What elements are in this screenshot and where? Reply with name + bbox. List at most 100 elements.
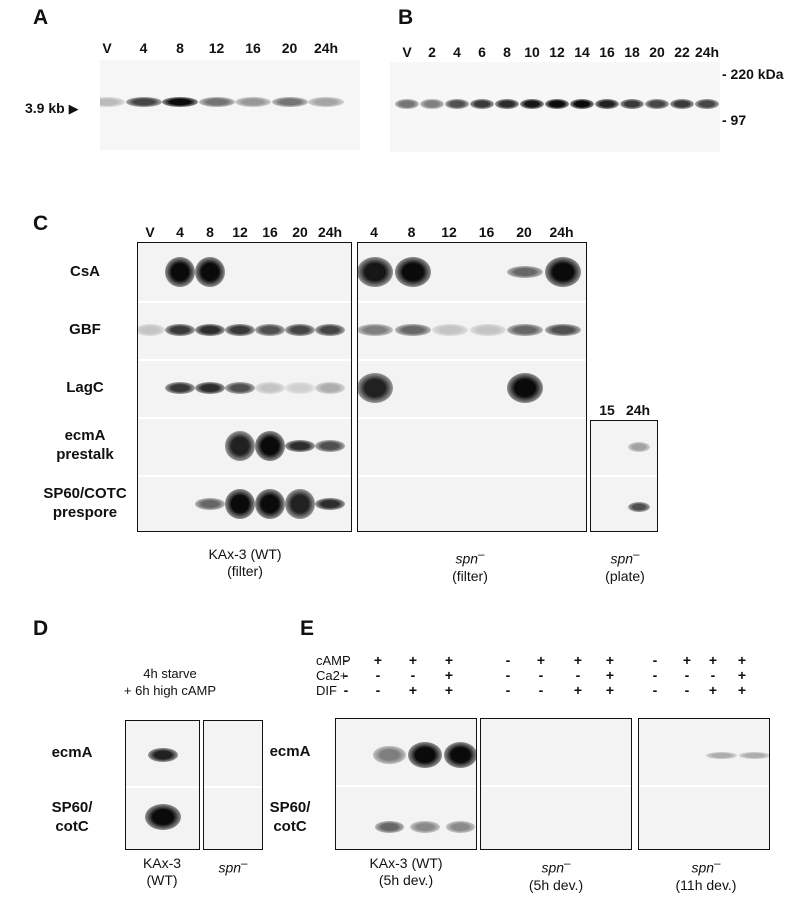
e-sign: - [652, 652, 658, 668]
c-wt-band [225, 431, 255, 461]
c-row-label-line: prespore [52, 504, 118, 521]
e-condition-label: cAMP [316, 653, 351, 668]
a-band [198, 97, 235, 107]
caption-c-spn-plate: spn– (plate) [605, 548, 645, 584]
size-marker-3-9kb: 3.9 kb ▶ [25, 100, 79, 116]
a-band [100, 97, 125, 107]
a-lane-label: 8 [176, 40, 184, 56]
e-ecma-band [706, 751, 737, 759]
b-lane-label: 2 [428, 44, 436, 60]
c-plate-band [628, 502, 650, 512]
c-spn-band [358, 373, 393, 403]
e-row-label: ecmA [255, 742, 325, 761]
e-sign: + [605, 667, 615, 683]
c-spn-lane-label: 8 [407, 224, 416, 240]
panel-d-spn-blot [203, 720, 263, 850]
panel-a-northern-blot [100, 60, 360, 150]
e-sign: - [343, 667, 349, 683]
a-band [162, 97, 198, 107]
c-spn-band [469, 324, 506, 336]
c-wt-lane-label: V [145, 224, 155, 240]
a-lane-label: 20 [281, 40, 298, 56]
b-band [470, 99, 494, 109]
c-spn-band [544, 257, 581, 287]
c-plate-strip [591, 475, 657, 531]
e-sign: + [444, 667, 454, 683]
c-wt-lane-label: 24h [317, 224, 343, 240]
e-sign: - [652, 667, 658, 683]
a-lane-label: V [102, 40, 112, 56]
e-sign: - [575, 667, 581, 683]
c-row-label-line: GBF [69, 320, 101, 338]
b-lane-label: 18 [624, 44, 640, 60]
e-sign: + [605, 682, 615, 698]
a-band [235, 97, 271, 107]
e-sign: - [343, 682, 349, 698]
e-row-label-line: cotC [273, 818, 307, 835]
c-wt-band [285, 324, 315, 336]
panel-a-label: A [33, 6, 49, 29]
c-wt-band [255, 382, 285, 394]
caption-d-wt: KAx-3 (WT) [142, 855, 182, 888]
e-sign: + [737, 667, 747, 683]
a-band [125, 97, 162, 107]
c-plate-lane-label: 24h [625, 402, 651, 418]
e-ecma-band [739, 751, 769, 759]
c-strip [138, 359, 351, 417]
b-lane-label: 22 [674, 44, 690, 60]
c-strip [138, 475, 351, 531]
b-band [570, 99, 594, 109]
c-wt-lane-label: 8 [206, 224, 214, 240]
e-sign: - [375, 667, 381, 683]
c-wt-band [315, 498, 345, 510]
b-band [420, 99, 444, 109]
b-band [670, 99, 694, 109]
a-band [271, 97, 308, 107]
c-wt-band [315, 440, 345, 452]
panel-c-wt-blot [137, 242, 352, 532]
e-sign: + [536, 652, 546, 668]
e-sign: + [573, 652, 583, 668]
e-sp60-band [410, 821, 440, 833]
c-spn-lane-label: 24h [549, 224, 574, 240]
c-strip [358, 475, 586, 531]
b-lane-label: 20 [649, 44, 665, 60]
b-lane-label: 24h [694, 44, 720, 60]
e-sign: - [343, 652, 349, 668]
e-sign: + [444, 682, 454, 698]
c-wt-band [285, 489, 315, 519]
e-sign: - [652, 682, 658, 698]
c-wt-band [165, 382, 195, 394]
c-row-label: SP60/COTC prespore [25, 484, 145, 522]
panel-e-spn-5h-blot [480, 718, 632, 850]
e-strip [481, 785, 631, 849]
c-spn-band [507, 373, 543, 403]
e-sp60-band [374, 821, 404, 833]
d-row-label-line: SP60/ [51, 799, 93, 816]
c-row-label-line: CsA [69, 262, 100, 280]
c-wt-band [285, 382, 315, 394]
e-sign: + [408, 682, 418, 698]
e-sign: - [684, 682, 690, 698]
c-row-label: ecmA prestalk [25, 426, 145, 464]
e-sign: - [505, 682, 511, 698]
e-sign: + [373, 652, 383, 668]
panel-b-western-blot [390, 62, 720, 152]
c-spn-band [507, 324, 543, 336]
e-ecma-band [408, 742, 442, 768]
e-condition-label: Ca2+ [316, 668, 348, 683]
c-wt-band [165, 257, 195, 287]
c-row-label: CsA [25, 262, 145, 281]
c-wt-band [255, 431, 285, 461]
b-band [395, 99, 419, 109]
a-band [308, 97, 344, 107]
a-lane-label: 12 [208, 40, 225, 56]
marker-220-kda: - 220 kDa [722, 66, 784, 82]
c-wt-band [138, 324, 165, 336]
c-wt-band [165, 324, 195, 336]
e-ecma-band [372, 746, 406, 764]
caption-c-wt: KAx-3 (WT) (filter) [208, 546, 282, 579]
e-sign: - [410, 667, 416, 683]
c-spn-band [358, 257, 393, 287]
d-row-label: ecmA [27, 743, 117, 762]
